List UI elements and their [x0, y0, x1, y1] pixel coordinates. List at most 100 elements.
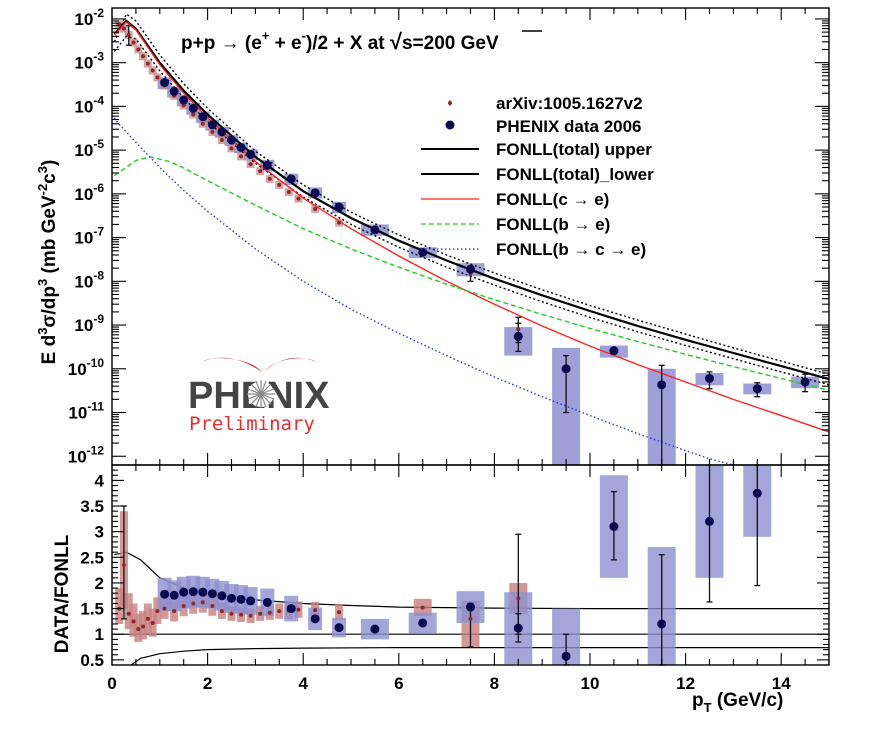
x-tick-label: 10 [581, 674, 600, 693]
spectrum-point-phenix [198, 112, 208, 122]
ratio-point-arxiv [420, 605, 425, 610]
ratio-point-arxiv [126, 611, 131, 616]
y-tick-label: 1 [95, 625, 104, 644]
legend-entry-fonll-lower: FONLL(total)_lower [421, 165, 654, 184]
ratio-point-phenix [236, 594, 246, 604]
fonll-curve [113, 21, 830, 433]
spectrum-point-phenix [236, 142, 246, 152]
spectrum-data-points [117, 22, 810, 394]
spectrum-point-phenix [188, 103, 198, 113]
ratio-point-phenix [217, 591, 227, 601]
ratio-point-phenix [262, 597, 272, 607]
y-tick-label: 10-12 [68, 443, 105, 466]
ratio-point-phenix [561, 651, 571, 661]
ratio-y-axis: 0.5 1 1.5 2 2.5 3 3.5 4 [80, 469, 829, 670]
fonll-curve [113, 156, 830, 392]
ratio-point-phenix [334, 623, 344, 633]
legend-entry-fonll-c-e: FONLL(c → e) [421, 190, 609, 209]
legend-marker-phenix [445, 120, 455, 130]
legend-entry-arxiv: arXiv:1005.1627v2 [448, 94, 643, 113]
ratio-x-axis: 0 2 4 6 8 10 12 14 [107, 465, 830, 693]
legend-label: FONLL(c → e) [496, 190, 609, 209]
ratio-point-phenix [418, 618, 428, 628]
y-tick-label: 2 [95, 574, 104, 593]
spectrum-point-phenix [334, 202, 344, 212]
legend-entry-fonll-b-e: FONLL(b → e) [421, 215, 610, 234]
x-tick-label: 4 [298, 674, 308, 693]
phenix-logo-star [247, 380, 275, 408]
ratio-point-arxiv [200, 600, 205, 605]
spectrum-fonll-curves [113, 12, 830, 466]
ratio-point-phenix [513, 623, 523, 633]
ratio-point-arxiv [210, 604, 215, 609]
spectrum-point-phenix [752, 384, 762, 394]
ratio-point-arxiv [141, 624, 146, 629]
spectrum-point-arxiv [141, 54, 146, 59]
ratio-point-arxiv [239, 612, 244, 617]
spectrum-point-phenix [800, 377, 810, 387]
x-tick-label: 6 [394, 674, 403, 693]
ratio-point-phenix [198, 587, 208, 597]
x-tick-label: 8 [490, 674, 499, 693]
spectrum-point-arxiv [126, 32, 131, 37]
ratio-point-phenix [609, 522, 619, 532]
legend-entry-fonll-b-c-e: FONLL(b → c → e) [421, 240, 646, 259]
ratio-point-phenix [705, 516, 714, 526]
spectrum-point-phenix [262, 160, 272, 170]
fonll-curve [113, 19, 830, 381]
y-tick-label: 10-3 [74, 50, 104, 73]
y-tick-label: 4 [95, 471, 105, 490]
ratio-point-arxiv [172, 609, 177, 614]
spectrum-point-arxiv [136, 47, 141, 52]
spectrum-point-arxiv [258, 169, 263, 174]
ratio-point-arxiv [219, 609, 224, 614]
fonll-curve [113, 35, 830, 386]
spectrum-point-phenix [160, 78, 170, 88]
spectrum-point-phenix [418, 247, 428, 257]
spectrum-point-arxiv [145, 61, 150, 66]
phenix-logo-preliminary: Preliminary [189, 413, 315, 435]
ratio-point-phenix [370, 624, 380, 634]
y-tick-label: 3.5 [80, 497, 104, 516]
fonll-curve [113, 117, 734, 466]
y-tick-label: 10-10 [68, 356, 105, 379]
spectrum-point-arxiv [286, 190, 291, 195]
spectrum-point-arxiv [277, 182, 282, 187]
x-tick-label: 12 [676, 674, 695, 693]
spectrum-point-arxiv [229, 146, 234, 151]
ratio-point-arxiv [277, 609, 282, 614]
y-tick-label: 10-6 [74, 181, 104, 204]
ratio-point-phenix [246, 596, 256, 606]
spectrum-y-axis: 10-2 10-3 10-4 10-5 10-6 10-7 10-8 10-9 10-10 10-… [68, 6, 829, 466]
spectrum-point-arxiv [296, 196, 301, 201]
spectrum-point-arxiv [313, 207, 318, 212]
y-tick-label: 10-11 [68, 400, 104, 423]
ratio-point-phenix [160, 589, 170, 599]
chart-title: p+p → (e+ + e-)/2 + X at √s=200 GeV [181, 28, 499, 54]
ratio-point-phenix [657, 619, 667, 629]
y-tick-label: 0.5 [80, 651, 104, 670]
spectrum-point-arxiv [239, 154, 244, 159]
x-tick-label: 0 [107, 674, 116, 693]
spectrum-point-phenix [466, 264, 475, 274]
legend-label: FONLL(b → e) [496, 215, 610, 234]
ratio-point-arxiv [229, 611, 234, 616]
spectrum-point-phenix [310, 188, 320, 198]
ratio-reference-line [130, 647, 829, 666]
ratio-panel: 0.511.522.533.54 0 2 4 6 8 10 12 14 DATA/FONLL … [52, 464, 830, 715]
ratio-point-phenix [169, 590, 179, 600]
spectrum-point-arxiv [121, 26, 126, 31]
ratio-y-axis-title: DATA/FONLL [52, 534, 73, 653]
spectrum-point-phenix [561, 364, 571, 374]
legend-label: arXiv:1005.1627v2 [496, 94, 643, 113]
spectrum-point-arxiv [150, 68, 155, 73]
spectrum-point-arxiv [191, 112, 196, 117]
ratio-sys-box-arxiv [124, 593, 133, 630]
spectrum-point-arxiv [337, 220, 342, 225]
ratio-point-phenix [179, 587, 189, 597]
x-axis-title: pT (GeV/c) [692, 690, 783, 715]
phenix-logo: PHENIX Preliminary [188, 357, 330, 435]
ratio-point-phenix [188, 587, 198, 597]
ratio-point-arxiv [296, 607, 301, 612]
y-tick-label: 10-2 [74, 6, 104, 29]
